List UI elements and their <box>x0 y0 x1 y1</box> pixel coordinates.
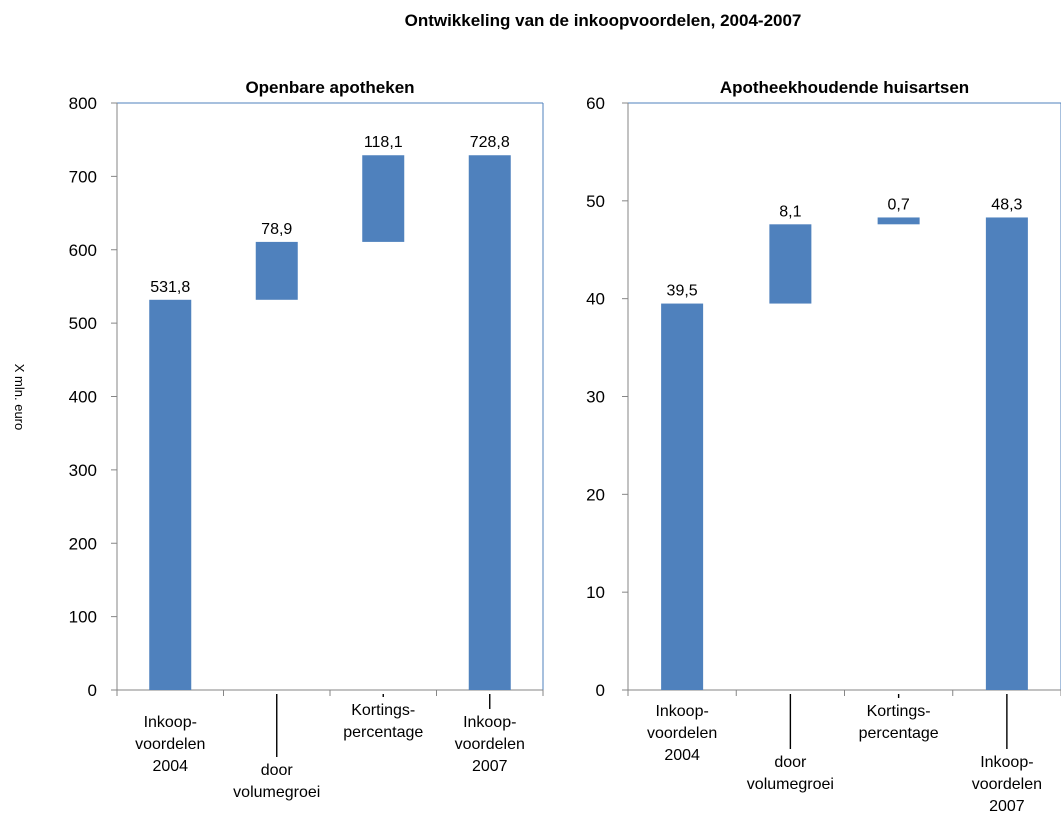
category-label: door volumegroei <box>747 754 834 793</box>
category-label: Kortings-percentage <box>343 702 423 741</box>
chart-title: Ontwikkeling van de inkoopvoordelen, 200… <box>405 11 802 30</box>
y-tick-label: 30 <box>586 388 605 407</box>
data-label: 0,7 <box>888 196 910 213</box>
y-tick-label: 600 <box>69 241 97 260</box>
bar <box>149 299 192 690</box>
category-label: Kortings-percentage <box>859 703 939 742</box>
data-label: 118,1 <box>364 134 403 151</box>
category-label: Inkoop-voordelen 2007 <box>455 714 525 775</box>
y-axis-label: X mln. euro <box>12 364 27 430</box>
bar <box>468 155 511 691</box>
y-tick-label: 400 <box>69 388 97 407</box>
data-label: 48,3 <box>991 196 1022 213</box>
data-label: 78,9 <box>261 221 292 238</box>
category-label: Inkoop-voordelen 2004 <box>135 714 205 775</box>
bar <box>362 155 405 242</box>
data-label: 728,8 <box>470 134 510 151</box>
category-label: door volumegroei <box>233 762 320 801</box>
data-label: 39,5 <box>667 283 698 300</box>
y-tick-label: 20 <box>586 485 605 504</box>
panel-apotheekhoudende-huisartsen: 0 10 20 30 40 50 60 Apotheekhoudende huisartsen… <box>586 78 1061 815</box>
category-label: Inkoop-voordelen 2007 <box>972 754 1042 815</box>
panel-title: Apotheekhoudende huisartsen <box>720 78 969 97</box>
y-tick-label: 500 <box>69 314 97 333</box>
y-tick-label: 50 <box>586 192 605 211</box>
data-label: 531,8 <box>150 279 190 296</box>
panel-title: Openbare apotheken <box>245 78 414 97</box>
y-tick-label: 0 <box>596 681 605 700</box>
category-label: Inkoop-voordelen 2004 <box>647 703 717 764</box>
bar <box>255 241 298 300</box>
y-tick-label: 200 <box>69 534 97 553</box>
y-tick-label: 100 <box>69 608 97 627</box>
panel-openbare-apotheken: 0 100 200 300 400 500 600 700 800 Openbare apothe… <box>69 78 544 801</box>
y-tick-label: 800 <box>69 94 97 113</box>
y-tick-label: 700 <box>69 167 97 186</box>
bar <box>661 303 704 690</box>
bar <box>769 224 812 304</box>
y-tick-label: 60 <box>586 94 605 113</box>
y-tick-label: 40 <box>586 290 605 309</box>
bar <box>985 217 1028 690</box>
y-tick-label: 0 <box>88 681 97 700</box>
bar <box>877 217 920 225</box>
y-tick-label: 300 <box>69 461 97 480</box>
data-label: 8,1 <box>779 203 801 220</box>
y-tick-label: 10 <box>586 583 605 602</box>
